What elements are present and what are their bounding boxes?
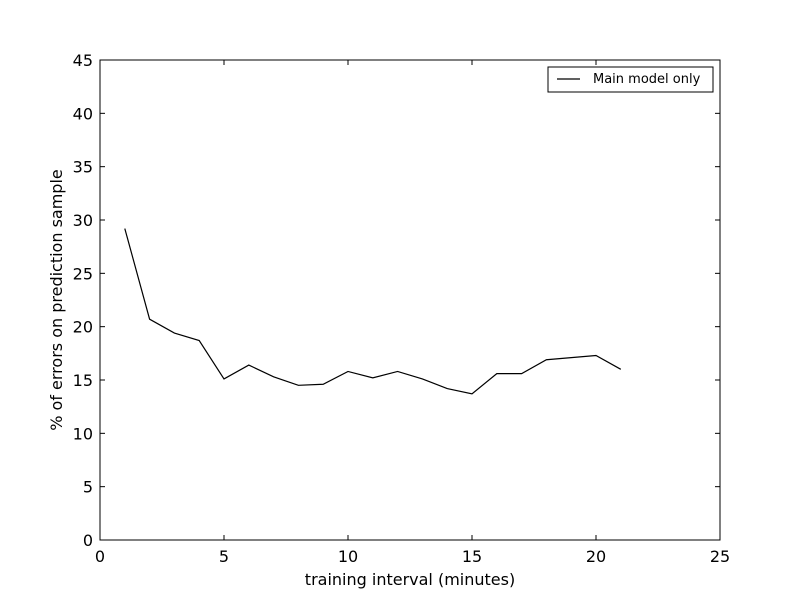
y-tick-label: 35 [73, 158, 93, 177]
plot-frame [100, 60, 720, 540]
y-tick-label: 5 [83, 478, 93, 497]
x-tick-label: 20 [586, 547, 606, 566]
series-layer [125, 229, 621, 394]
y-tick-label: 15 [73, 371, 93, 390]
ticks-layer: 0 5 10 15 20 25 0 5 10 15 20 25 30 35 40 45 [73, 51, 731, 566]
x-tick-label: 25 [710, 547, 730, 566]
y-tick-label: 40 [73, 104, 93, 123]
x-axis-title: training interval (minutes) [305, 570, 515, 589]
legend: Main model only [548, 67, 713, 92]
y-tick-label: 25 [73, 264, 93, 283]
y-tick-label: 45 [73, 51, 93, 70]
series-line-0 [125, 229, 621, 394]
y-tick-label: 10 [73, 424, 93, 443]
y-tick-label: 20 [73, 318, 93, 337]
x-tick-label: 10 [338, 547, 358, 566]
y-tick-label: 0 [83, 531, 93, 550]
y-axis-title: % of errors on prediction sample [47, 169, 66, 431]
x-tick-label: 15 [462, 547, 482, 566]
x-tick-label: 5 [219, 547, 229, 566]
y-tick-label: 30 [73, 211, 93, 230]
legend-label: Main model only [593, 72, 701, 87]
x-tick-label: 0 [95, 547, 105, 566]
